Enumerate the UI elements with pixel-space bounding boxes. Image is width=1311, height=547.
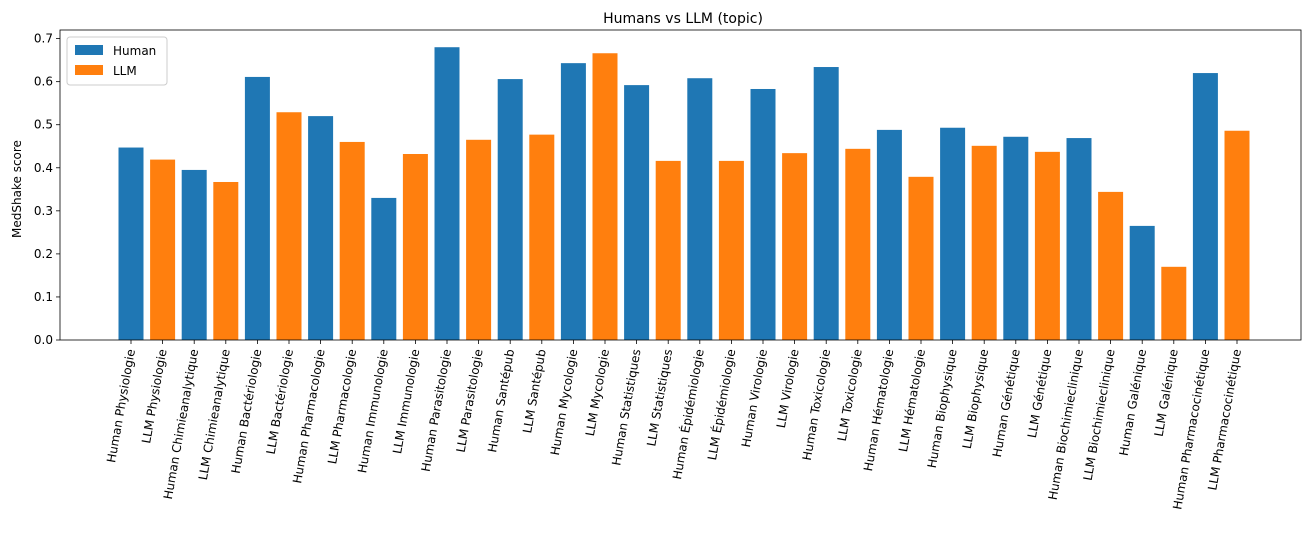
y-tick-label: 0.5 — [34, 118, 53, 132]
x-tick-label: LLM Pharmacocinétique — [1205, 348, 1244, 491]
x-tick-label: LLM Virologie — [774, 348, 802, 429]
bar-llm — [1161, 266, 1187, 340]
bar-llm — [1098, 191, 1124, 340]
x-tick-label: Human Virologie — [739, 348, 770, 448]
x-tick-label: LLM Chimieanalytique — [196, 348, 233, 481]
x-tick-label: LLM Toxicologie — [835, 348, 865, 442]
bar-human — [1129, 225, 1155, 340]
bar-human — [940, 127, 966, 341]
bar-llm — [213, 181, 239, 340]
x-tick-label: LLM Génétique — [1025, 348, 1054, 439]
bar-llm — [718, 160, 744, 340]
bar-llm — [971, 145, 997, 340]
bar-human — [308, 116, 334, 340]
x-tick-label: Human Hématologie — [861, 348, 896, 472]
x-tick-label: LLM Galénique — [1152, 348, 1181, 438]
x-tick-label: Human Mycologie — [548, 348, 580, 456]
x-tick-label: Human Biophysique — [925, 348, 960, 469]
x-tick-label: Human Santépub — [485, 348, 517, 453]
x-tick-label: LLM Immunologie — [390, 348, 422, 455]
x-tick-label: LLM Épidémiologie — [704, 348, 738, 461]
y-tick-label: 0.6 — [34, 75, 53, 89]
plot-area — [59, 29, 1302, 341]
bar-llm — [845, 148, 871, 340]
x-tick-label: Human Galénique — [1117, 348, 1150, 457]
bar-llm — [782, 153, 808, 340]
x-tick-label: LLM Pharmacologie — [325, 348, 359, 465]
y-tick-label: 0.0 — [34, 333, 53, 347]
x-tick-label: Human Immunologie — [355, 348, 391, 474]
bar-human — [1192, 73, 1218, 340]
bar-llm — [339, 141, 365, 340]
bar-human — [497, 79, 523, 340]
x-tick-label: LLM Mycologie — [583, 348, 612, 437]
bar-human — [371, 197, 397, 340]
bar-llm — [402, 154, 428, 340]
y-axis: 0.0 0.1 0.2 0.3 0.4 0.5 0.6 0.7 — [34, 32, 60, 347]
bar-human — [687, 78, 713, 340]
y-tick-label: 0.4 — [34, 161, 53, 175]
x-tick-label: LLM Biophysique — [960, 348, 991, 450]
bar-llm — [908, 176, 934, 340]
bar-human — [1003, 136, 1029, 340]
y-tick-label: 0.1 — [34, 290, 53, 304]
x-tick-label: LLM Santépub — [520, 348, 549, 434]
plot-frame — [59, 29, 1302, 341]
bar-llm — [150, 159, 176, 340]
bar-llm — [529, 134, 555, 341]
bar-human — [876, 129, 902, 340]
legend-swatch-llm — [75, 65, 103, 75]
legend-label-llm: LLM — [113, 64, 137, 78]
legend-label-human: Human — [113, 44, 156, 58]
x-tick-label: Human Chimieanalytique — [161, 348, 201, 500]
x-tick-label: Human Bactériologie — [229, 348, 265, 475]
x-tick-label: Human Toxicologie — [800, 348, 833, 461]
bar-llm — [1034, 151, 1060, 340]
bar-human — [750, 88, 776, 341]
x-tick-label: LLM Physiologie — [139, 348, 169, 444]
bar-human — [244, 76, 270, 341]
legend: Human LLM — [66, 36, 168, 86]
bar-llm — [1224, 130, 1250, 340]
bar-llm — [466, 139, 492, 340]
x-tick-label: Human Statistiques — [609, 348, 643, 467]
x-tick-label: LLM Biochimieclinique — [1081, 348, 1118, 482]
bar-human — [560, 63, 586, 341]
x-tick-label: Human Épidémiologie — [669, 348, 707, 481]
bar-human — [434, 47, 460, 340]
bar-human — [624, 85, 650, 340]
y-axis-label: MedShake score — [10, 140, 24, 238]
y-tick-label: 0.2 — [34, 247, 53, 261]
legend-swatch-human — [75, 45, 103, 55]
x-tick-label: LLM Parasitologie — [454, 348, 486, 453]
bar-human — [813, 67, 839, 340]
bar-llm — [276, 112, 302, 341]
bar-llm — [592, 53, 618, 340]
x-tick-label: Human Génétique — [990, 348, 1023, 458]
y-tick-label: 0.3 — [34, 204, 53, 218]
x-tick-label: Human Parasitologie — [419, 348, 454, 473]
bar-human — [181, 169, 207, 340]
bar-llm — [655, 160, 681, 340]
x-tick-label: LLM Hématologie — [896, 348, 928, 453]
x-tick-label: LLM Statistiques — [644, 348, 675, 447]
bar-human — [118, 147, 144, 340]
chart-title: Humans vs LLM (topic) — [603, 11, 763, 27]
x-tick-label: Human Physiologie — [104, 348, 138, 464]
x-tick-label: Human Pharmacologie — [290, 348, 327, 484]
y-tick-label: 0.7 — [34, 32, 53, 46]
x-tick-label: LLM Bactériologie — [264, 348, 296, 455]
bar-human — [1066, 138, 1092, 340]
